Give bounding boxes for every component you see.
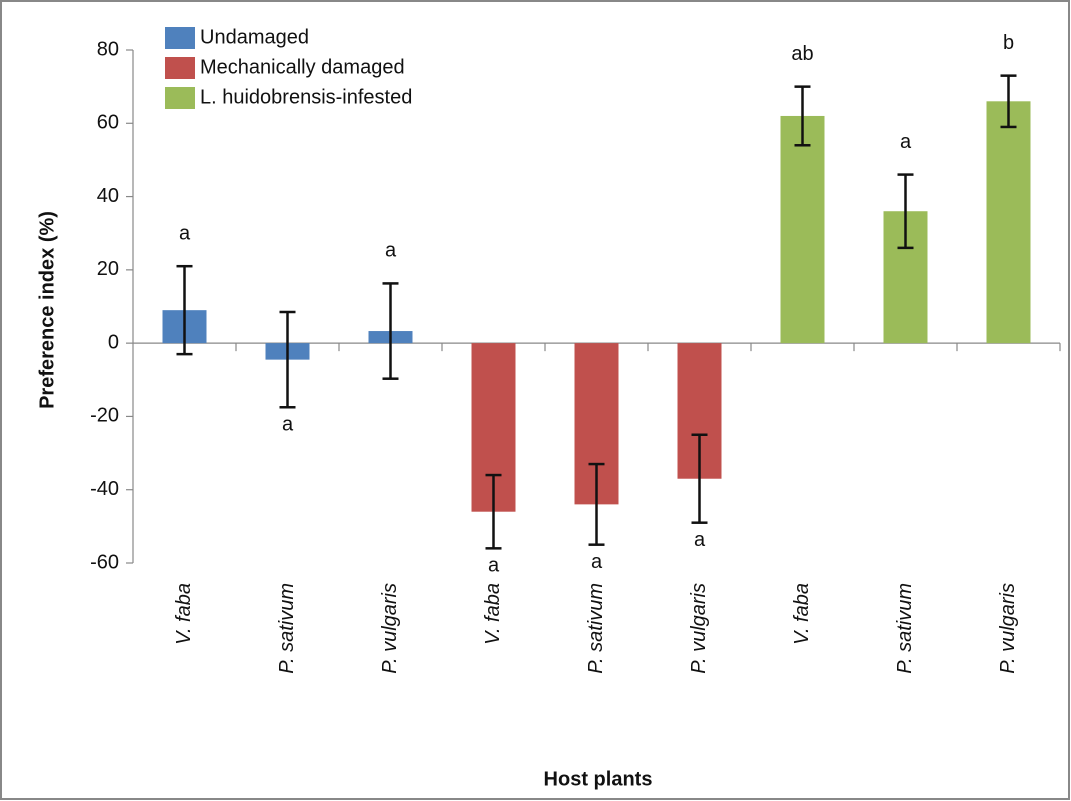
- error-bar: [279, 310, 296, 409]
- x-tick-label: P. sativum: [894, 583, 916, 674]
- y-tick-label: 60: [97, 112, 119, 134]
- x-axis-label: Host plants: [544, 768, 653, 790]
- annotation: a: [591, 551, 603, 573]
- legend-swatch: [165, 57, 195, 79]
- x-tick-label: P. vulgaris: [688, 583, 710, 674]
- annotation: a: [282, 414, 294, 436]
- error-bar: [691, 433, 708, 524]
- bar: [780, 115, 825, 344]
- annotation: a: [900, 131, 912, 153]
- y-tick-label: 40: [97, 185, 119, 207]
- y-tick-label: -40: [90, 478, 119, 500]
- x-tick-label: P. sativum: [585, 583, 607, 674]
- annotation: b: [1003, 32, 1014, 54]
- x-tick-label: P. vulgaris: [997, 583, 1019, 674]
- y-tick-label: 0: [108, 331, 119, 353]
- annotation: a: [179, 222, 191, 244]
- error-bar: [176, 264, 193, 356]
- error-bar: [588, 462, 605, 546]
- error-bar: [382, 282, 399, 380]
- annotation: ab: [791, 43, 813, 65]
- x-tick-label: P. vulgaris: [379, 583, 401, 674]
- error-bar: [794, 85, 811, 147]
- y-tick-label: 80: [97, 38, 119, 60]
- error-bar: [485, 473, 502, 550]
- bar: [986, 101, 1031, 344]
- annotation: a: [488, 555, 500, 577]
- x-tick-label: P. sativum: [276, 583, 298, 674]
- legend-label: Mechanically damaged: [200, 56, 405, 78]
- legend-label: L. huidobrensis-infested: [200, 86, 412, 108]
- y-tick-label: -60: [90, 551, 119, 573]
- legend-swatch: [165, 27, 195, 49]
- annotation: a: [694, 529, 706, 551]
- y-tick-label: 20: [97, 258, 119, 280]
- error-bar: [1000, 74, 1017, 129]
- x-tick-label: V. faba: [173, 583, 195, 645]
- x-tick-label: V. faba: [791, 583, 813, 645]
- y-tick-label: -20: [90, 405, 119, 427]
- error-bar: [897, 173, 914, 250]
- legend-label: Undamaged: [200, 26, 309, 48]
- annotation: a: [385, 240, 397, 262]
- x-tick-label: V. faba: [482, 583, 504, 645]
- legend-swatch: [165, 87, 195, 109]
- y-axis-label: Preference index (%): [36, 211, 58, 409]
